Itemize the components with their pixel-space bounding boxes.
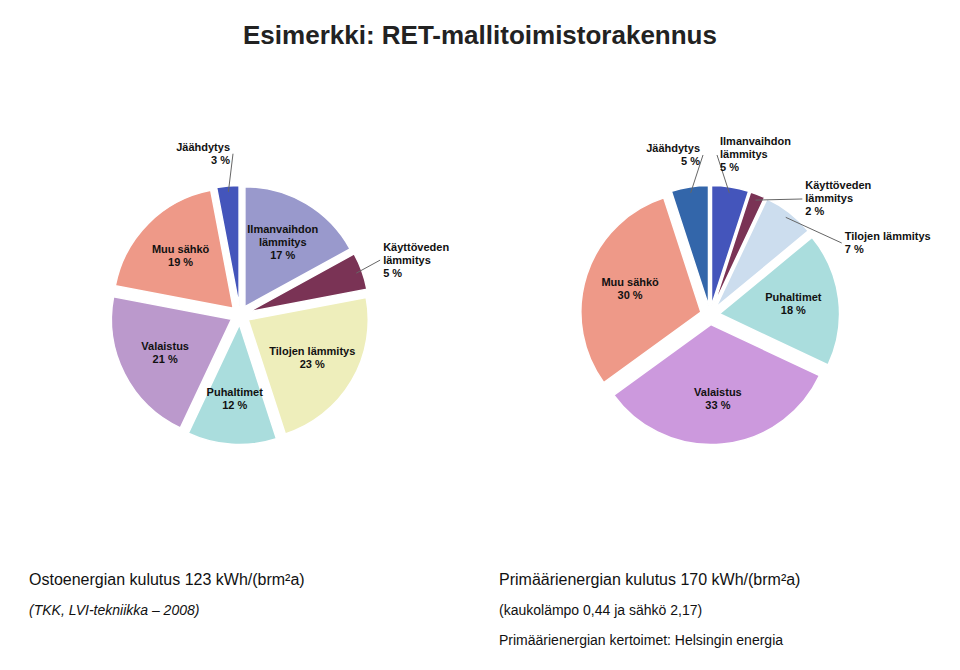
data-label: 5 % <box>383 267 402 279</box>
slice-label-line: Tilojen lämmitys <box>845 230 931 242</box>
slice-label-line: Ilmanvaihdon <box>720 135 791 147</box>
data-label: 19 % <box>168 256 193 268</box>
slice-label-line: Valaistus <box>694 386 742 398</box>
slice-label-line: Muu sähkö <box>601 276 659 288</box>
data-label: 7 % <box>845 243 864 255</box>
slice-label: Tilojen lämmitys <box>269 345 355 357</box>
data-label: 33 % <box>705 399 730 411</box>
slice-label-line: Puhaltimet <box>207 386 264 398</box>
slice-label-line: Puhaltimet <box>765 291 822 303</box>
slice-label: Käyttövedenlämmitys <box>805 179 871 204</box>
slice-label-line: Jäähdytys <box>646 142 700 154</box>
slice-label: Valaistus <box>694 386 742 398</box>
slice-label-line: Muu sähkö <box>152 243 210 255</box>
slice-label: Muu sähkö <box>152 243 210 255</box>
slice-label: Jäähdytys <box>646 142 700 154</box>
slice-label-line: Tilojen lämmitys <box>269 345 355 357</box>
slice-label-line: lämmitys <box>383 254 431 266</box>
leader-line <box>756 199 803 200</box>
data-label: 17 % <box>270 249 295 261</box>
slice-label-line: Käyttöveden <box>805 179 871 191</box>
slice <box>111 297 231 428</box>
slice-label: Jäähdytys <box>176 141 230 153</box>
slice-label-line: lämmitys <box>259 236 307 248</box>
slice-label: Tilojen lämmitys <box>845 230 931 242</box>
background <box>0 0 960 670</box>
slice-label-line: lämmitys <box>720 148 768 160</box>
slice <box>217 185 239 305</box>
data-label: 12 % <box>222 399 247 411</box>
slice-label: Ilmanvaihdonlämmitys <box>720 135 791 160</box>
data-label: 5 % <box>681 155 700 167</box>
data-label: 21 % <box>153 353 178 365</box>
annotation: Primäärienergian kulutus 170 kWh/(brm²a) <box>499 571 800 588</box>
data-label: 3 % <box>211 154 230 166</box>
slice-label: Puhaltimet <box>765 291 822 303</box>
annotation: (TKK, LVI-tekniikka – 2008) <box>29 602 199 618</box>
slice <box>671 186 708 306</box>
pie <box>111 185 368 444</box>
data-label: 23 % <box>300 358 325 370</box>
slice-label: Käyttövedenlämmitys <box>383 241 449 266</box>
slice <box>115 190 233 308</box>
slice-label: Puhaltimet <box>207 386 264 398</box>
slice-label-line: Ilmanvaihdon <box>247 223 318 235</box>
leader-line <box>356 260 380 273</box>
data-label: 2 % <box>805 205 824 217</box>
slice-label: Ilmanvaihdonlämmitys <box>247 223 318 248</box>
data-label: 30 % <box>618 289 643 301</box>
slice-label: Muu sähkö <box>601 276 659 288</box>
data-label: 18 % <box>781 304 806 316</box>
leader-line <box>786 217 842 243</box>
annotation: (kaukolämpo 0,44 ja sähkö 2,17) <box>499 602 702 618</box>
page: {"chart_data": [ {"type": "pie", "title"… <box>0 0 960 670</box>
data-label: 5 % <box>720 161 739 173</box>
labels: Puhaltimet18 % Valaistus33 % Muu sähkö30 %… <box>601 135 930 410</box>
chart: Esimerkki: RET-mallitoimistorakennus Ilma… <box>0 0 960 670</box>
slice-label-line: Jäähdytys <box>176 141 230 153</box>
annotation: Ostoenergian kulutus 123 kWh/(brm²a) <box>29 571 305 588</box>
title: Esimerkki: RET-mallitoimistorakennus <box>243 20 717 50</box>
slice-label-line: Käyttöveden <box>383 241 449 253</box>
labels: Ilmanvaihdonlämmitys17 %Tilojen lämmitys… <box>141 141 449 411</box>
slice-label: Valaistus <box>141 340 189 352</box>
annotation: Primäärienergian kertoimet: Helsingin en… <box>499 632 783 648</box>
slice-label-line: Valaistus <box>141 340 189 352</box>
slice-label-line: lämmitys <box>805 192 853 204</box>
